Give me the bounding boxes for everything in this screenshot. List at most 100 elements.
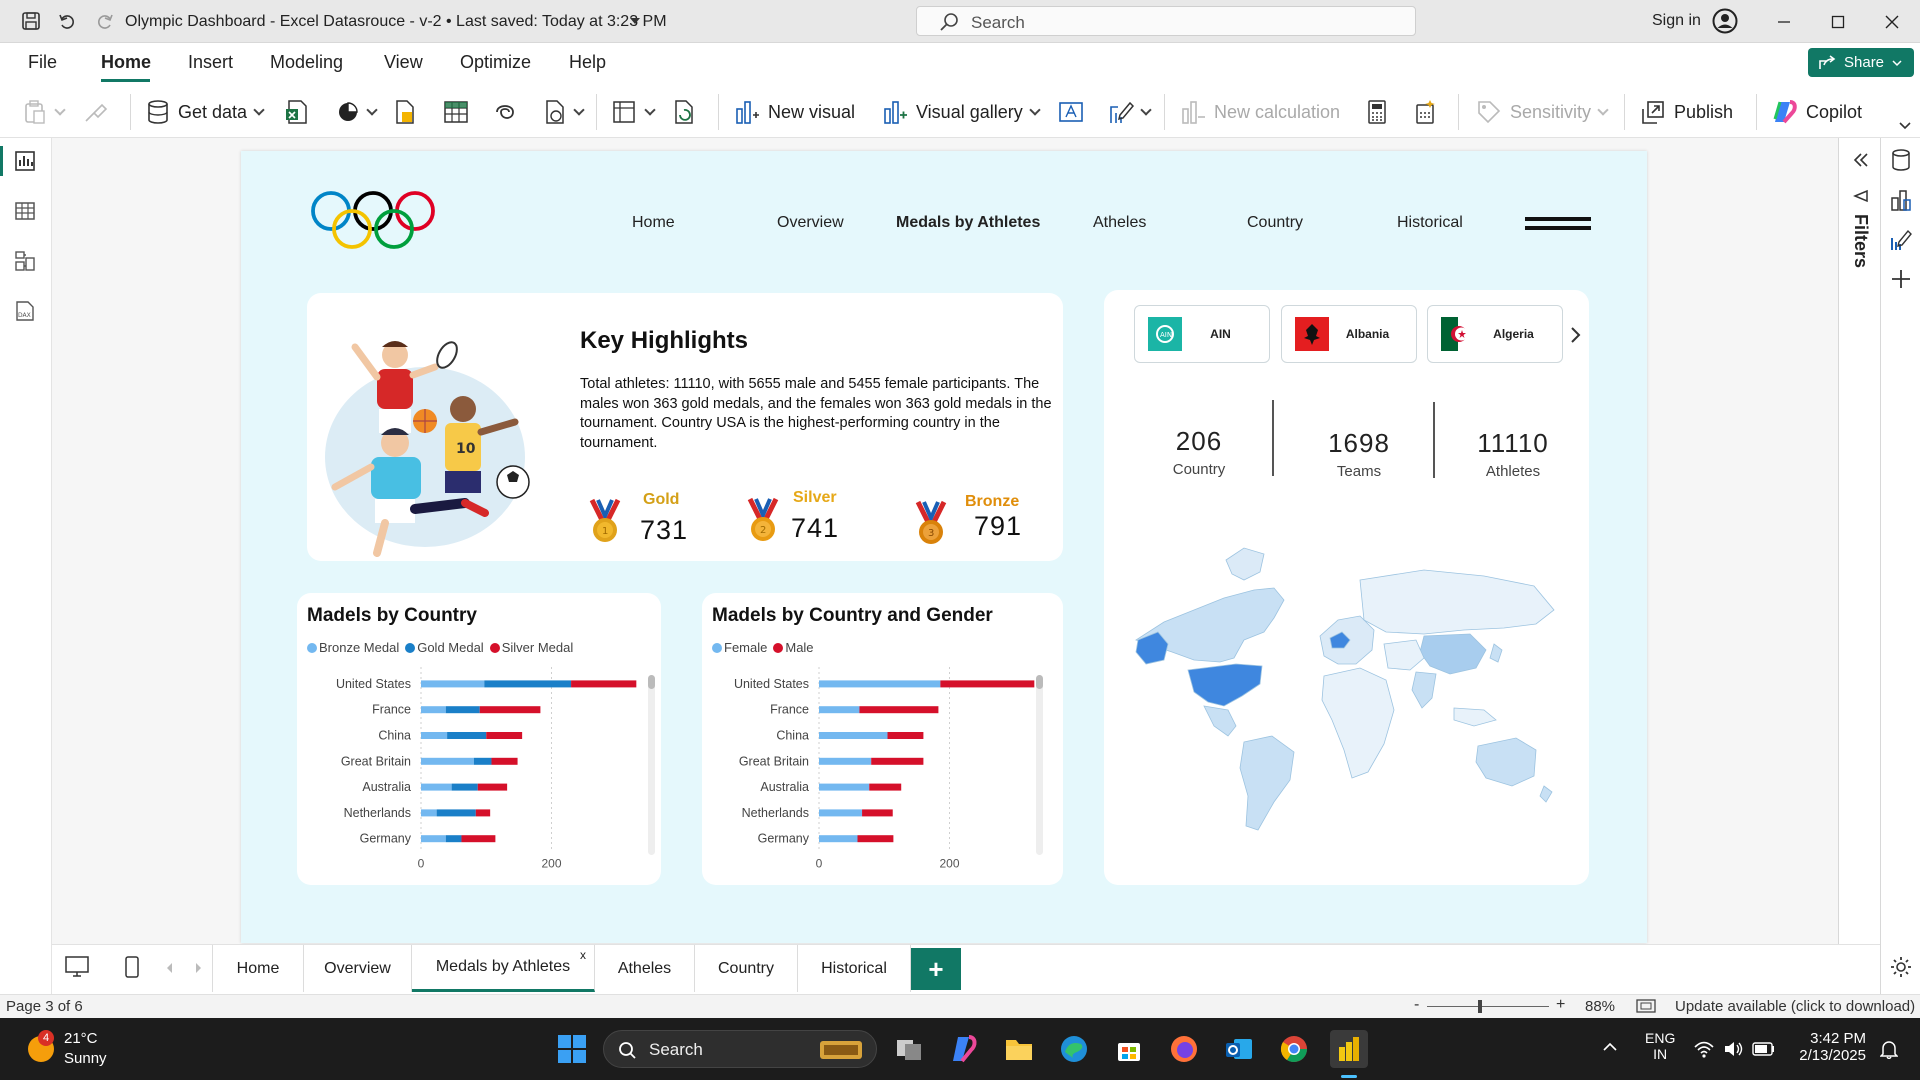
legend-item[interactable]: Gold Medal xyxy=(405,640,484,655)
tab-insert[interactable]: Insert xyxy=(188,52,234,72)
nav-medals-by-athletes[interactable]: Medals by Athletes xyxy=(896,214,1041,231)
scroll-left-icon[interactable] xyxy=(166,962,174,974)
excel-workbook-button[interactable] xyxy=(285,96,309,128)
page-tab-country[interactable]: Country xyxy=(695,945,798,992)
battery-icon[interactable] xyxy=(1752,1041,1776,1057)
page-tab-medals-by-athletes[interactable]: Medals by Athletes xyxy=(412,945,595,992)
clock[interactable]: 3:42 PM 2/13/2025 xyxy=(1796,1030,1866,1064)
zoom-slider-thumb[interactable] xyxy=(1478,1000,1482,1013)
document-title[interactable]: Olympic Dashboard - Excel Datasrouce - v… xyxy=(125,13,667,30)
scroll-right-icon[interactable] xyxy=(195,962,203,974)
new-visual-button[interactable]: New visual xyxy=(734,96,855,128)
chevron-right-icon[interactable] xyxy=(1570,326,1582,344)
country-slicer-albania[interactable]: Albania xyxy=(1281,305,1417,363)
edge-browser-icon[interactable] xyxy=(1055,1030,1093,1068)
paste-button[interactable] xyxy=(22,96,66,128)
tab-optimize[interactable]: Optimize xyxy=(460,52,532,72)
add-pane-icon[interactable] xyxy=(1890,268,1912,290)
power-bi-icon[interactable] xyxy=(1330,1030,1368,1068)
minimize-icon[interactable] xyxy=(1772,10,1796,34)
enter-data-button[interactable] xyxy=(443,96,469,128)
legend-item[interactable]: Silver Medal xyxy=(489,640,573,655)
format-painter-button[interactable] xyxy=(82,96,108,128)
undo-icon[interactable] xyxy=(54,8,80,34)
weather-widget[interactable]: 4 21°C Sunny xyxy=(24,1030,107,1067)
format-pane-icon[interactable] xyxy=(1890,228,1912,252)
legend-item[interactable]: Male xyxy=(773,640,814,655)
zoom-slider[interactable] xyxy=(1427,1006,1549,1007)
recent-sources-button[interactable] xyxy=(393,96,417,128)
get-data-button[interactable]: Get data xyxy=(146,96,265,128)
copilot-taskbar-icon[interactable] xyxy=(945,1030,983,1068)
table-view-icon[interactable] xyxy=(12,198,38,224)
page-tab-overview[interactable]: Overview xyxy=(304,945,412,992)
page-tab-atheles[interactable]: Atheles xyxy=(595,945,695,992)
publish-button[interactable]: Publish xyxy=(1640,96,1733,128)
update-available-link[interactable]: Update available (click to download) xyxy=(1675,998,1916,1015)
volume-icon[interactable] xyxy=(1723,1040,1745,1058)
filters-pane[interactable]: Filters xyxy=(1838,138,1880,944)
transform-data-button[interactable] xyxy=(543,96,585,128)
dataverse-button[interactable] xyxy=(493,96,519,128)
new-calculation-button[interactable]: New calculation xyxy=(1180,96,1340,128)
quick-measure-button[interactable] xyxy=(1414,96,1438,128)
nav-historical[interactable]: Historical xyxy=(1397,214,1463,231)
zoom-out-button[interactable]: - xyxy=(1414,996,1420,1013)
hamburger-menu-icon[interactable] xyxy=(1525,217,1591,230)
taskbar-search[interactable]: Search xyxy=(603,1030,877,1068)
table-view-button[interactable] xyxy=(612,96,656,128)
file-explorer-icon[interactable] xyxy=(1000,1030,1038,1068)
world-map[interactable] xyxy=(1124,540,1568,840)
windows-start-icon[interactable] xyxy=(553,1030,591,1068)
new-measure-button[interactable] xyxy=(1366,96,1388,128)
page-tab-historical[interactable]: Historical xyxy=(798,945,911,992)
maximize-icon[interactable] xyxy=(1826,10,1850,34)
notification-bell-icon[interactable] xyxy=(1880,1039,1898,1059)
dataflow-button[interactable] xyxy=(336,96,378,128)
tab-file[interactable]: File xyxy=(28,52,58,72)
zoom-level[interactable]: 88% xyxy=(1585,998,1616,1015)
tab-help[interactable]: Help xyxy=(569,52,607,72)
desktop-layout-icon[interactable] xyxy=(64,955,90,979)
tab-home[interactable]: Home xyxy=(101,52,152,72)
avatar-icon[interactable] xyxy=(1712,8,1738,34)
visual-gallery-button[interactable]: Visual gallery xyxy=(882,96,1041,128)
wifi-icon[interactable] xyxy=(1693,1040,1715,1058)
settings-gear-icon[interactable] xyxy=(1890,956,1912,978)
search-input[interactable]: Search xyxy=(916,6,1416,36)
visualizations-pane-icon[interactable] xyxy=(1890,188,1912,212)
chrome-icon[interactable] xyxy=(1275,1030,1313,1068)
microsoft-store-icon[interactable] xyxy=(1110,1030,1148,1068)
share-button[interactable]: Share xyxy=(1808,48,1914,77)
legend-item[interactable]: Female xyxy=(712,640,767,655)
chart-scrollbar[interactable] xyxy=(648,675,655,855)
fit-page-icon[interactable] xyxy=(1636,998,1656,1014)
country-slicer-ain[interactable]: AIN AIN xyxy=(1134,305,1270,363)
task-view-icon[interactable] xyxy=(890,1030,928,1068)
dax-query-view-icon[interactable]: DAX xyxy=(12,298,38,324)
more-visuals-button[interactable] xyxy=(1108,96,1152,128)
title-dropdown-icon[interactable] xyxy=(630,18,640,24)
zoom-in-button[interactable]: + xyxy=(1556,996,1566,1013)
redo-icon[interactable] xyxy=(92,8,118,34)
copilot-button[interactable]: Copilot xyxy=(1772,96,1862,128)
nav-country[interactable]: Country xyxy=(1247,214,1304,231)
language-indicator[interactable]: ENG IN xyxy=(1645,1030,1675,1062)
sensitivity-button[interactable]: Sensitivity xyxy=(1476,96,1609,128)
add-page-button[interactable]: + xyxy=(911,948,961,990)
tab-view[interactable]: View xyxy=(384,52,423,72)
legend-item[interactable]: Bronze Medal xyxy=(307,640,399,655)
nav-home[interactable]: Home xyxy=(632,214,675,231)
show-hidden-icons[interactable] xyxy=(1603,1042,1617,1052)
save-icon[interactable] xyxy=(18,8,44,34)
outlook-icon[interactable] xyxy=(1220,1030,1258,1068)
tab-modeling[interactable]: Modeling xyxy=(270,52,344,72)
model-view-icon[interactable] xyxy=(12,248,38,274)
collapse-ribbon-icon[interactable] xyxy=(1899,122,1911,130)
page-tab-home[interactable]: Home xyxy=(212,945,304,992)
close-tab-icon[interactable]: x xyxy=(580,948,586,962)
data-pane-icon[interactable] xyxy=(1890,148,1912,172)
nav-overview[interactable]: Overview xyxy=(777,214,844,231)
expand-pane-icon[interactable] xyxy=(1853,152,1869,168)
